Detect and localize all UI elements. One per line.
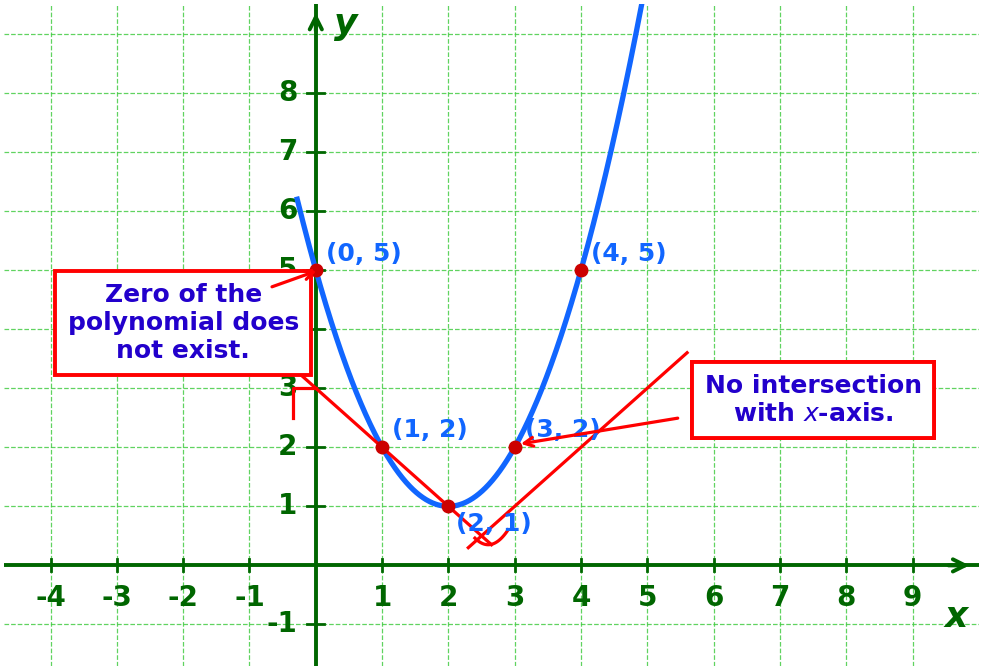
- Text: y: y: [334, 7, 358, 41]
- Text: -3: -3: [101, 584, 133, 612]
- Text: 7: 7: [771, 584, 789, 612]
- Text: x: x: [944, 600, 967, 634]
- Text: No intersection
with ​​​​​​​-axis.: No intersection with ​​​​​​​-axis.: [705, 374, 922, 426]
- Text: 3: 3: [278, 374, 297, 402]
- Text: 5: 5: [278, 256, 297, 284]
- Text: -1: -1: [234, 584, 264, 612]
- Text: 3: 3: [505, 584, 524, 612]
- Text: 8: 8: [278, 79, 297, 107]
- Text: 7: 7: [278, 138, 297, 166]
- Text: 6: 6: [278, 197, 297, 225]
- Text: 1: 1: [373, 584, 391, 612]
- Text: 4: 4: [571, 584, 591, 612]
- Text: (1, 2): (1, 2): [392, 417, 468, 442]
- Text: 2: 2: [438, 584, 458, 612]
- Text: -2: -2: [168, 584, 199, 612]
- Text: (2, 1): (2, 1): [456, 512, 532, 536]
- Text: No intersection
with $x$-axis.: No intersection with $x$-axis.: [705, 374, 922, 426]
- Text: 1: 1: [278, 492, 297, 521]
- Text: 9: 9: [903, 584, 922, 612]
- Text: -4: -4: [35, 584, 66, 612]
- Text: (3, 2): (3, 2): [525, 417, 601, 442]
- Text: 6: 6: [704, 584, 723, 612]
- Text: (0, 5): (0, 5): [325, 242, 401, 266]
- Text: 2: 2: [278, 433, 297, 461]
- Text: -1: -1: [266, 610, 297, 639]
- Text: Zero of the
polynomial does
not exist.: Zero of the polynomial does not exist.: [68, 283, 299, 363]
- Text: 4: 4: [278, 315, 297, 343]
- Text: (4, 5): (4, 5): [591, 242, 666, 266]
- Text: 8: 8: [837, 584, 856, 612]
- Text: 5: 5: [638, 584, 657, 612]
